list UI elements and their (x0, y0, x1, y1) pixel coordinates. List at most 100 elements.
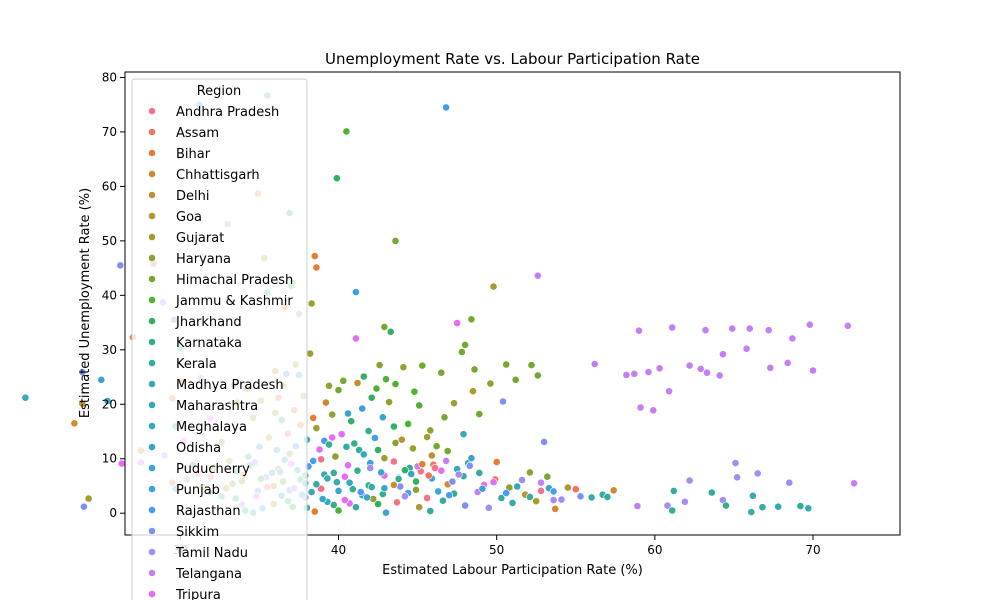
data-point (533, 271, 542, 280)
legend-label: Chhattisgarh (176, 168, 260, 183)
data-point (97, 375, 106, 384)
legend-entry: Goa (148, 210, 202, 225)
data-point (499, 397, 507, 406)
data-point (329, 468, 338, 477)
data-point (375, 361, 384, 369)
data-point (636, 403, 645, 412)
x-tick-label: 70 (805, 543, 820, 557)
y-tick-label: 70 (102, 125, 117, 139)
legend-entry: Madhya Pradesh (148, 378, 284, 393)
data-point (342, 442, 351, 451)
data-point (465, 461, 474, 470)
data-point (397, 435, 406, 444)
data-point (733, 473, 741, 482)
legend-marker (148, 380, 156, 388)
data-point (543, 472, 552, 481)
data-point (329, 501, 338, 509)
legend-marker (148, 485, 156, 493)
data-point (809, 366, 817, 375)
data-point (78, 368, 87, 376)
data-point (668, 506, 677, 515)
data-point (318, 495, 327, 503)
legend-marker (148, 422, 156, 430)
data-point (328, 410, 337, 419)
data-point (644, 368, 653, 376)
legend-marker (148, 170, 156, 178)
legend-entry: Punjab (148, 483, 220, 498)
points-layer (21, 91, 858, 517)
data-point (549, 487, 558, 496)
data-point (370, 434, 379, 442)
data-point (489, 478, 498, 487)
data-point (635, 326, 643, 335)
legend-label: Rajasthan (176, 504, 241, 519)
legend-marker (148, 401, 156, 409)
data-point (475, 468, 484, 477)
data-point (469, 387, 477, 396)
data-point (332, 174, 341, 183)
data-point (497, 494, 506, 502)
data-point (587, 493, 596, 502)
data-point (315, 445, 324, 454)
data-point (424, 471, 433, 480)
legend-entry: Jharkhand (148, 315, 242, 330)
data-point (719, 350, 727, 359)
data-point (843, 321, 852, 330)
legend-entry: Bihar (148, 147, 211, 162)
data-point (788, 334, 797, 343)
data-point (850, 479, 858, 488)
legend-title: Region (197, 84, 242, 99)
data-point (400, 492, 409, 501)
data-point (21, 393, 30, 402)
data-point (685, 476, 694, 485)
data-point (453, 319, 461, 327)
legend-entry: Chhattisgarh (148, 168, 260, 183)
data-point (340, 496, 349, 504)
data-point (386, 327, 395, 336)
data-point (380, 454, 389, 463)
data-point (351, 288, 360, 296)
data-point (668, 323, 677, 332)
data-point (722, 501, 730, 510)
data-point (492, 458, 501, 466)
legend-marker (148, 149, 156, 157)
data-point (323, 474, 332, 483)
legend-entry: Odisha (148, 441, 221, 456)
data-point (426, 507, 435, 515)
legend-label: Tripura (175, 588, 221, 600)
data-point (389, 480, 398, 489)
data-point (359, 450, 368, 459)
data-point (309, 413, 318, 422)
legend-label: Haryana (176, 252, 231, 267)
data-point (663, 501, 672, 510)
data-point (423, 494, 431, 502)
legend-entry: Himachal Pradesh (148, 273, 293, 288)
data-point (334, 386, 343, 394)
data-point (475, 410, 484, 418)
data-point (442, 103, 450, 112)
data-point (513, 482, 522, 491)
data-point (353, 379, 362, 387)
data-point (337, 430, 346, 439)
data-point (78, 399, 87, 408)
data-point (80, 502, 88, 511)
legend-marker (148, 464, 156, 472)
legend-label: Maharashtra (176, 399, 258, 414)
y-tick-label: 40 (102, 288, 117, 302)
data-point (655, 364, 664, 373)
y-tick-label: 80 (102, 70, 117, 84)
data-point (603, 492, 612, 501)
y-tick-label: 50 (102, 234, 117, 248)
data-point (317, 455, 325, 464)
data-point (747, 508, 756, 516)
data-point (418, 460, 427, 469)
legend-entry: Meghalaya (148, 420, 247, 435)
data-point (350, 439, 359, 448)
data-point (410, 387, 419, 396)
legend-marker (148, 317, 156, 325)
legend-entry: Telangana (148, 567, 242, 582)
y-tick-label: 0 (109, 506, 117, 520)
data-point (715, 371, 724, 380)
data-point (351, 503, 360, 512)
y-axis-label: Estimated Unemployment Rate (%) (78, 188, 93, 418)
